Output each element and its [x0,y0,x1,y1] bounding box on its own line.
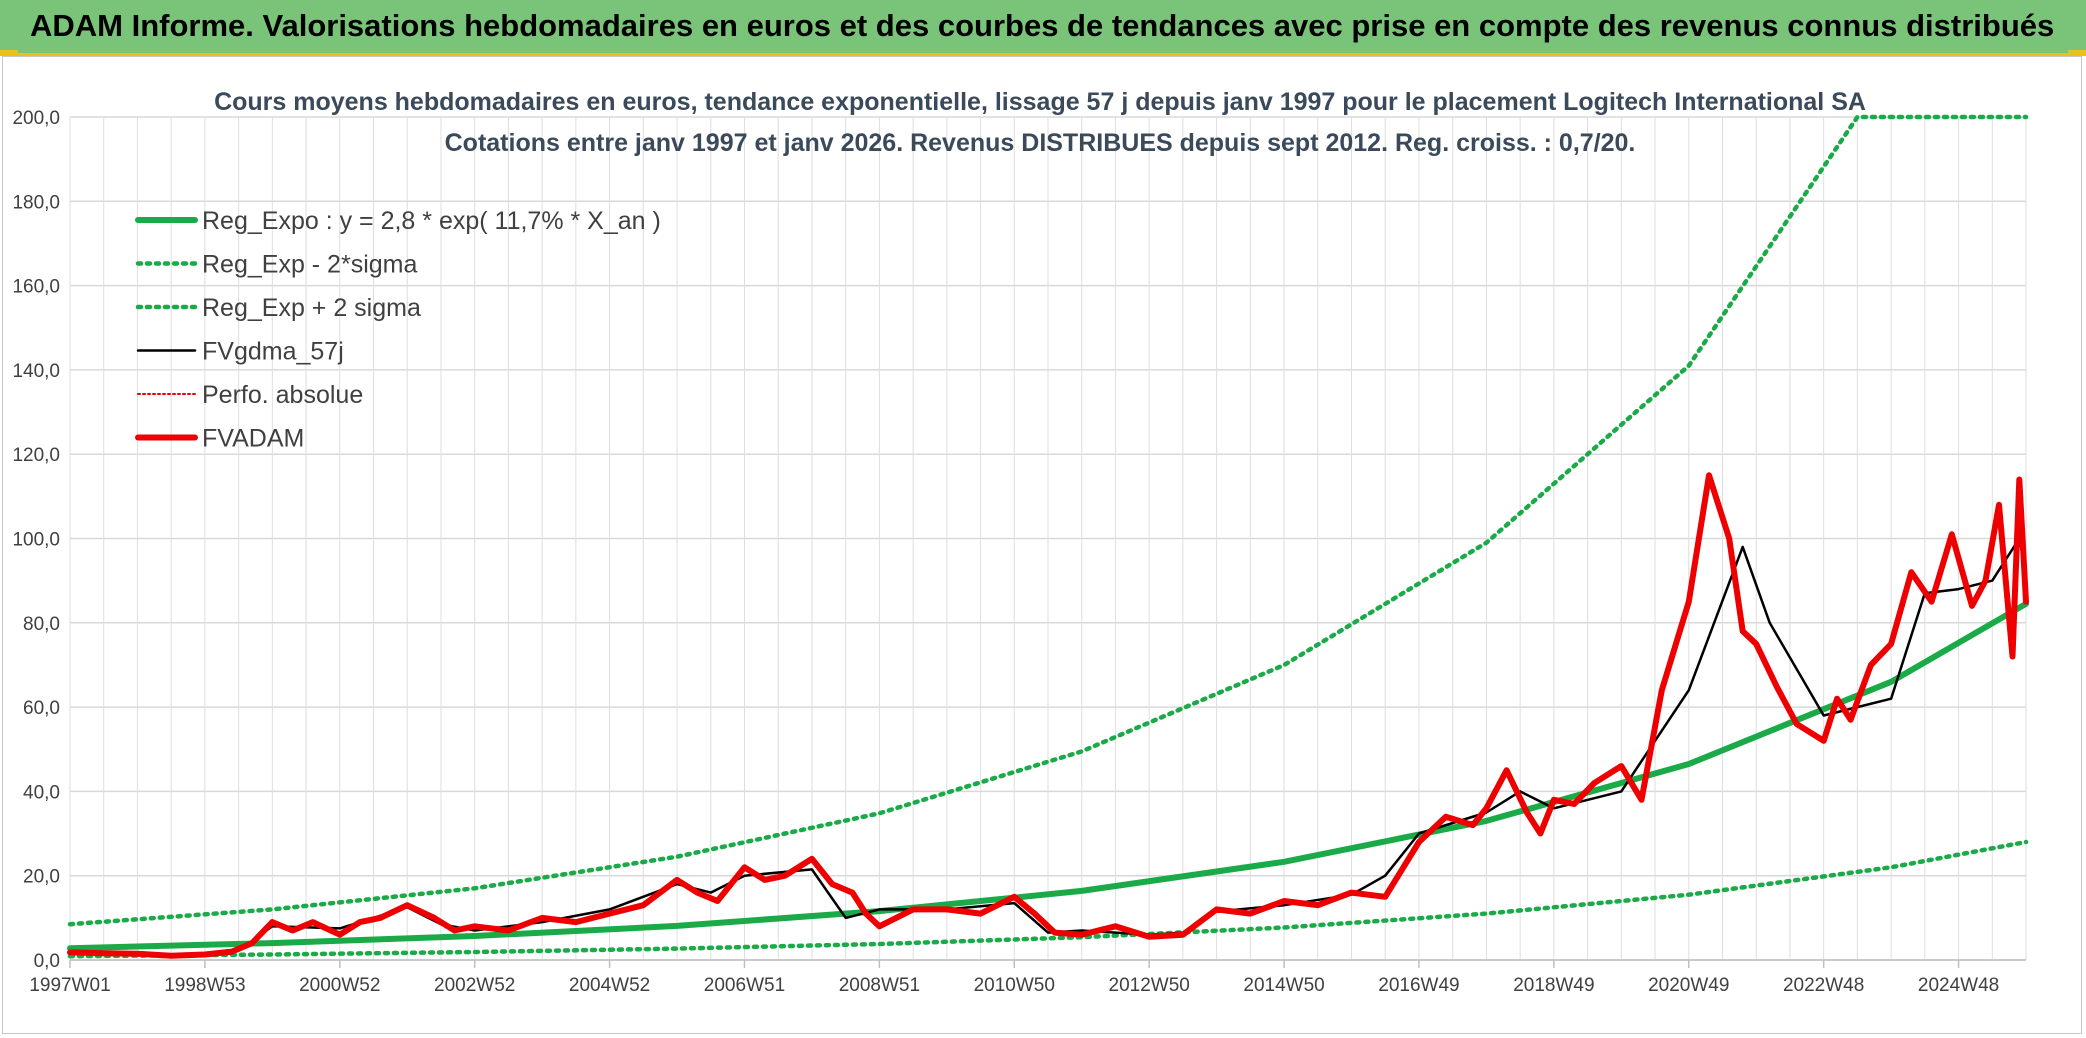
series-line-0 [67,600,2029,952]
y-tick-label: 140,0 [12,361,60,382]
y-tick-label: 100,0 [12,530,60,551]
chart-frame [2,56,2082,1034]
x-tick-label: 2014W50 [1243,975,1324,996]
y-tick-label: 160,0 [12,277,60,298]
y-axis: 0,0 20,0 40,0 60,0 80,0 100,0 120,0 140,0 160,0 1… [12,108,60,972]
legend-label-3: FVgdma_57j [202,338,344,366]
banner-corner-right [2068,50,2086,56]
chart-title-line2: Cotations entre janv 1997 et janv 2026. … [445,129,1636,157]
chart-title-line1: Cours moyens hebdomadaires en euros, ten… [214,88,1866,116]
series-line-2 [67,114,2029,927]
y-tick-label: 180,0 [12,192,60,213]
legend-label-1: Reg_Exp - 2*sigma [202,251,417,279]
x-tick-label: 2012W50 [1109,975,1190,996]
legend-label-4: Perfo. absolue [202,381,363,409]
legend-label-2: Reg_Exp + 2 sigma [202,294,421,322]
x-tick-label: 1998W53 [164,975,245,996]
x-tick-label: 2016W49 [1378,975,1459,996]
x-axis: 1997W01 1998W53 2000W52 2002W52 2004W52 2006W… [29,959,2026,996]
x-tick-label: 2010W50 [974,975,1055,996]
y-tick-label: 60,0 [23,698,60,719]
y-tick-label: 80,0 [23,614,60,635]
x-tick-label: 2002W52 [434,975,515,996]
report-banner: ADAM Informe. Valorisations hebdomadaire… [0,0,2086,56]
y-tick-label: 120,0 [12,445,60,466]
legend-label-5: FVADAM [202,425,304,453]
legend: Reg_Expo : y = 2,8 * exp( 11,7% * X_an )… [135,207,661,453]
y-tick-label: 200,0 [12,108,60,129]
x-tick-label: 2008W51 [839,975,920,996]
y-tick-label: 20,0 [23,867,60,888]
y-tick-label: 0,0 [34,951,60,972]
legend-label-0: Reg_Expo : y = 2,8 * exp( 11,7% * X_an ) [202,207,661,235]
x-tick-label: 2004W52 [569,975,650,996]
x-tick-label: 2022W48 [1783,975,1864,996]
x-tick-label: 2018W49 [1513,975,1594,996]
x-tick-label: 2000W52 [299,975,380,996]
series-line-5 [67,472,2029,959]
x-tick-label: 2024W48 [1918,975,1999,996]
y-tick-label: 40,0 [23,782,60,803]
report-title: ADAM Informe. Valorisations hebdomadaire… [30,8,2055,43]
x-tick-label: 1997W01 [29,975,110,996]
x-tick-label: 2020W49 [1648,975,1729,996]
grid-lines [69,116,2027,961]
banner-corner-left [0,50,18,56]
x-tick-label: 2006W51 [704,975,785,996]
series-lines [67,114,2029,959]
